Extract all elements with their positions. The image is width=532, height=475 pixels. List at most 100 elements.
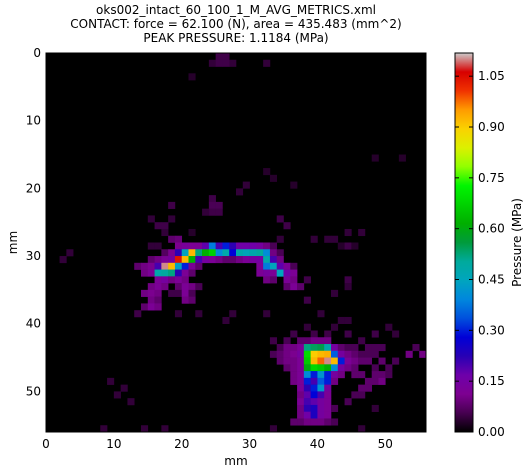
heatmap-cell (283, 269, 291, 277)
heatmap-cell (364, 344, 373, 352)
heatmap-cell (324, 371, 332, 379)
heatmap-cell (107, 377, 115, 385)
heatmap-cell (215, 201, 223, 209)
heatmap-cell (310, 350, 318, 358)
heatmap-cell (310, 337, 318, 345)
heatmap-cell (297, 384, 305, 392)
heatmap-cell (269, 350, 278, 358)
heatmap-cell (188, 283, 196, 291)
heatmap-cell (147, 242, 155, 250)
heatmap-cell (303, 364, 311, 372)
heatmap-cell (351, 350, 359, 358)
heatmap-cell (276, 235, 284, 243)
heatmap-cell (256, 242, 264, 250)
heatmap-cell (134, 262, 142, 270)
heatmap-cell (147, 303, 155, 311)
heatmap-cell (324, 377, 332, 385)
heatmap-cell (188, 256, 196, 264)
heatmap-cell (303, 371, 311, 379)
heatmap-cell (324, 350, 332, 358)
heatmap-cell (174, 310, 183, 318)
heatmap-cell (276, 357, 284, 365)
heatmap-cell (317, 350, 325, 358)
heatmap-cell (229, 59, 237, 67)
heatmap-cell (310, 330, 318, 338)
heatmap-cell (324, 384, 332, 392)
heatmap-cell (263, 262, 271, 270)
colorbar-tick-label: 1.05 (478, 69, 505, 83)
heatmap-cell (174, 249, 183, 257)
heatmap-cell (147, 215, 155, 223)
heatmap-cell (290, 350, 298, 358)
heatmap-cell (242, 181, 250, 189)
heatmap-cell (276, 262, 284, 270)
y-tick-label: 30 (26, 249, 41, 263)
heatmap-cell (141, 289, 149, 297)
heatmap-cell (344, 228, 352, 237)
heatmap-cell (337, 344, 345, 352)
heatmap-cell (154, 296, 162, 304)
title-line-peak-pressure: PEAK PRESSURE: 1.1184 (MPa) (143, 31, 329, 45)
heatmap-cell (202, 249, 210, 257)
heatmap-cell (188, 296, 196, 304)
heatmap-cell (371, 350, 379, 358)
heatmap-cell (358, 357, 366, 365)
heatmap-cell (331, 323, 339, 331)
heatmap-cell (181, 262, 189, 270)
heatmap-cell (181, 256, 189, 264)
heatmap-cell (324, 344, 332, 352)
heatmap-cell (161, 269, 169, 277)
heatmap-cell (256, 249, 264, 257)
heatmap-cell (181, 269, 189, 277)
heatmap-cell (215, 53, 223, 61)
heatmap-cell (154, 289, 162, 297)
heatmap-cell (317, 377, 325, 385)
heatmap-cell (297, 337, 305, 345)
heatmap-cell (141, 425, 149, 433)
heatmap-cell (174, 283, 183, 291)
heatmap-cell (120, 384, 128, 392)
heatmap-cell (208, 256, 216, 264)
heatmap-cell (276, 344, 284, 352)
heatmap-cell (358, 425, 366, 433)
heatmap-cell (317, 384, 325, 392)
heatmap-cell (188, 73, 196, 81)
heatmap-cell (141, 269, 149, 277)
heatmap-cell (236, 242, 244, 250)
heatmap-cell (161, 283, 169, 291)
heatmap-cell (141, 303, 149, 311)
heatmap-cell (229, 249, 237, 257)
heatmap-cell (168, 289, 176, 297)
colorbar-tick-label: 0.45 (478, 273, 505, 287)
heatmap-cell (317, 391, 325, 399)
heatmap-cell (168, 256, 176, 264)
heatmap-cell (66, 249, 74, 257)
heatmap-cell (385, 371, 393, 379)
heatmap-cell (208, 59, 216, 67)
heatmap-cell (344, 276, 352, 284)
heatmap-cell (283, 344, 291, 352)
heatmap-cell (290, 181, 298, 189)
heatmap-cell (147, 269, 155, 277)
y-tick-label: 50 (26, 384, 41, 398)
heatmap-cell (331, 235, 339, 243)
heatmap-cell (337, 357, 345, 365)
heatmap-cell (303, 337, 311, 345)
heatmap-cell (324, 411, 332, 419)
heatmap-cell (324, 398, 332, 406)
heatmap-cell (181, 289, 189, 297)
heatmap-cell (310, 391, 318, 399)
heatmap-cell (310, 357, 318, 365)
heatmap-cell (331, 350, 339, 358)
heatmap-cell (324, 337, 332, 345)
heatmap-cell (317, 371, 325, 379)
heatmap-cell (208, 201, 216, 209)
heatmap-cell (331, 404, 339, 412)
heatmap-cell (303, 418, 311, 426)
heatmap-cell (222, 316, 230, 325)
x-tick-label: 30 (242, 437, 257, 451)
heatmap-cell (358, 371, 366, 379)
heatmap-cell (195, 249, 203, 257)
heatmap-cell (324, 391, 332, 399)
